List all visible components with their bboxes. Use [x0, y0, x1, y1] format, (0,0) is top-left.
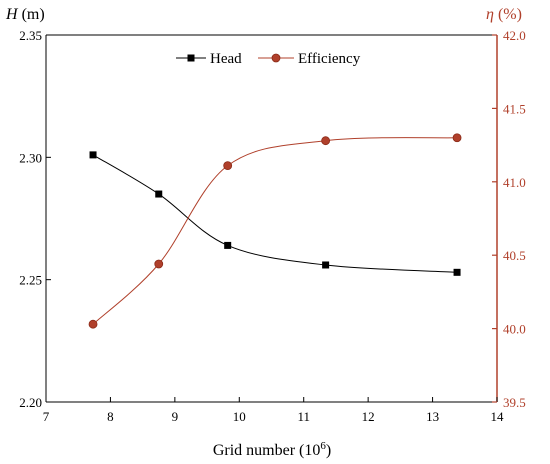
y-left-tick-label: 2.35	[19, 28, 42, 43]
head-point	[224, 241, 232, 249]
efficiency-point	[452, 133, 462, 143]
efficiency-point	[321, 136, 331, 146]
efficiency-point	[154, 259, 164, 269]
x-tick-label: 8	[107, 409, 114, 424]
x-axis-title-exp: 6	[320, 440, 326, 452]
y-right-tick-label: 42.0	[503, 28, 526, 43]
x-tick-label: 9	[172, 409, 179, 424]
series-layer	[88, 133, 462, 329]
x-tick-label: 10	[233, 409, 246, 424]
x-ticks: 7 8 9 10 11 12 13 14	[43, 397, 504, 424]
head-point	[322, 261, 330, 269]
head-point	[155, 190, 163, 198]
y-right-symbol: η	[486, 6, 494, 23]
x-tick-label: 11	[297, 409, 310, 424]
x-axis-title-text: Grid number	[213, 442, 296, 459]
legend-efficiency-label: Efficiency	[298, 51, 361, 67]
y-right-tick-label: 40.5	[503, 248, 526, 263]
head-series-line	[92, 154, 458, 273]
legend: Head Efficiency	[176, 51, 361, 67]
efficiency-point	[88, 319, 98, 329]
head-point	[453, 268, 461, 276]
x-axis-title: Grid number (106)	[213, 440, 331, 459]
y-right-unit: (%)	[494, 6, 522, 23]
x-tick-label: 12	[362, 409, 375, 424]
efficiency-point	[223, 161, 233, 171]
y-right-tick-label: 39.5	[503, 395, 526, 410]
y-right-tick-label: 41.0	[503, 175, 526, 190]
y-left-tick-label: 2.25	[19, 273, 42, 288]
y-left-unit: (m)	[18, 6, 45, 23]
y-left-ticks: 2.20 2.25 2.30 2.35	[19, 28, 51, 410]
y-left-symbol: H	[5, 6, 19, 23]
y-right-tick-label: 41.5	[503, 101, 526, 116]
y-right-ticks: 39.5 40.0 40.5 41.0 41.5 42.0	[492, 28, 526, 410]
y-left-tick-label: 2.30	[19, 150, 42, 165]
efficiency-series-line	[92, 137, 458, 325]
legend-head-marker	[187, 54, 195, 62]
head-point	[89, 151, 97, 159]
x-tick-label: 14	[491, 409, 505, 424]
y-right-axis-title: η (%)	[486, 6, 522, 23]
y-left-axis-title: H (m)	[5, 6, 45, 23]
legend-head-label: Head	[210, 51, 242, 67]
x-tick-label: 13	[426, 409, 439, 424]
legend-efficiency-marker	[271, 53, 281, 63]
x-tick-label: 7	[43, 409, 50, 424]
y-left-tick-label: 2.20	[19, 395, 42, 410]
y-right-tick-label: 40.0	[503, 322, 526, 337]
